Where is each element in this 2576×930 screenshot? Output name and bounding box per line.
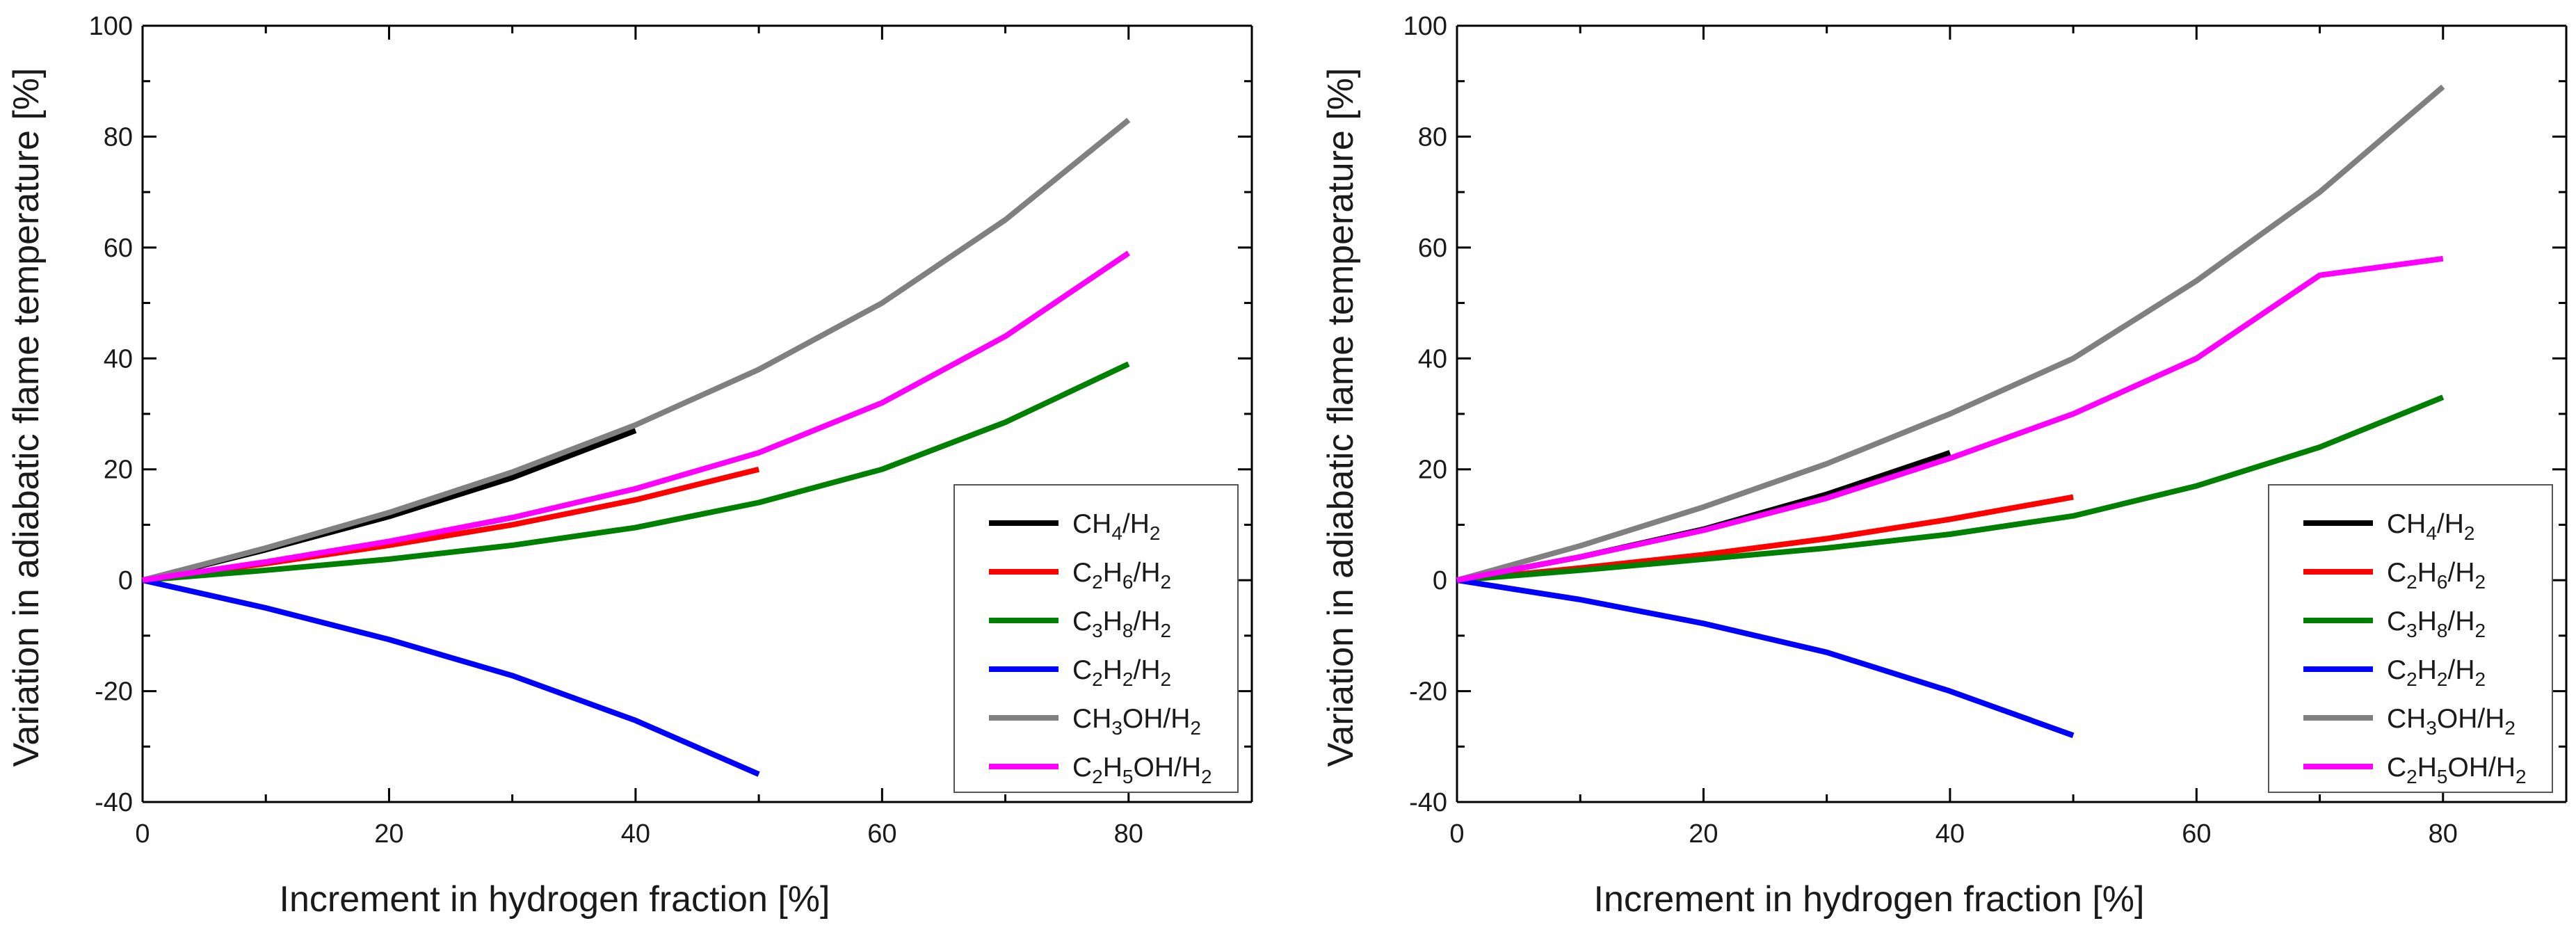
y-tick-label: 40 [104, 344, 133, 374]
y-tick-label: -20 [1409, 678, 1447, 707]
y-tick-label: 20 [1418, 456, 1447, 485]
series-line-5 [141, 118, 1131, 583]
chart-panel-2: 0 20 40 60 80 -40 -20 0 20 40 60 80 100 Increment in … [1321, 12, 2568, 920]
y-tick-label: 60 [104, 234, 133, 263]
y-tick-label: 40 [1418, 344, 1447, 374]
legend-label: C2H6/H2 [2387, 558, 2486, 593]
y-tick-label: 100 [1403, 12, 1447, 41]
legend: CH4/H2 C2H6/H2 C3H8/H2 C2H2/H2 CH3OH/H2 C2H5O… [2268, 484, 2553, 793]
legend-label: C2H2/H2 [1072, 655, 1171, 690]
x-tick-label: 80 [1114, 819, 1143, 849]
y-tick-label: 0 [118, 566, 133, 595]
legend-label: CH4/H2 [2387, 509, 2475, 544]
x-tick-label: 20 [374, 819, 403, 849]
legend-label: CH3OH/H2 [2387, 704, 2515, 739]
x-tick-label: 80 [2429, 819, 2458, 849]
chart-panel-1: 0 20 40 60 80 -40 -20 0 20 40 60 80 100 Increment in … [6, 12, 1253, 920]
y-tick-label: 80 [1418, 122, 1447, 152]
legend-box [2268, 484, 2553, 793]
y-tick-label: 100 [89, 12, 133, 41]
series-line-6 [142, 250, 1131, 584]
legend-label: C3H8/H2 [2387, 607, 2486, 641]
x-tick-label: 0 [135, 819, 150, 849]
y-tick-label: -40 [1409, 788, 1447, 817]
x-tick-label: 60 [2182, 819, 2211, 849]
x-tick-label: 60 [867, 819, 896, 849]
x-tick-label: 20 [1689, 819, 1718, 849]
series-line-3 [1456, 394, 2445, 584]
x-tick-label: 40 [621, 819, 650, 849]
legend-label: C2H5OH/H2 [2387, 753, 2527, 787]
x-tick-label: 40 [1935, 819, 1965, 849]
y-tick-label: -20 [95, 678, 133, 707]
y-tick-label: 0 [1433, 566, 1447, 595]
x-tick-label: 0 [1449, 819, 1464, 849]
series-line-4 [1456, 577, 2075, 739]
x-axis-title: Increment in hydrogen fraction [%] [280, 879, 830, 920]
legend-label: C2H6/H2 [1072, 558, 1171, 593]
series-line-4 [142, 577, 760, 777]
legend-label: CH4/H2 [1072, 509, 1161, 544]
y-tick-label: -40 [95, 788, 133, 817]
legend-label: C2H2/H2 [2387, 655, 2486, 690]
legend-label: C3H8/H2 [1072, 607, 1171, 641]
series-line-6 [1456, 255, 2444, 584]
legend-box [953, 484, 1239, 793]
legend-label: CH3OH/H2 [1072, 704, 1201, 739]
legend-label: C2H5OH/H2 [1072, 753, 1212, 787]
legend: CH4/H2 C2H6/H2 C3H8/H2 C2H2/H2 CH3OH/H2 C2H5O… [953, 484, 1239, 793]
y-tick-label: 20 [104, 456, 133, 485]
series-line-3 [142, 361, 1130, 584]
series-line-5 [1456, 84, 2445, 583]
y-axis-title: Variation in adiabatic flame temperature… [6, 68, 47, 767]
y-tick-label: 80 [104, 122, 133, 152]
x-axis-title: Increment in hydrogen fraction [%] [1594, 879, 2145, 920]
y-tick-label: 60 [1418, 234, 1447, 263]
series-line-2 [142, 466, 760, 584]
y-axis-title: Variation in adiabatic flame temperature… [1321, 68, 1361, 767]
